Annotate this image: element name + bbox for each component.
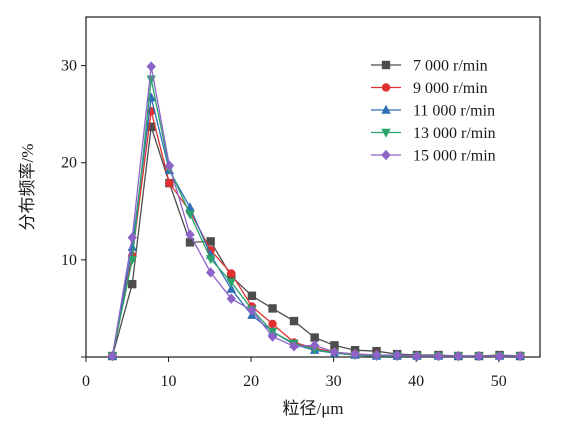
legend-marker	[381, 60, 391, 70]
data-point	[127, 256, 137, 266]
legend-item: 15 000 r/min	[371, 148, 496, 165]
data-point	[267, 331, 278, 342]
legend-label: 13 000 r/min	[413, 125, 496, 142]
data-point	[107, 350, 118, 362]
legend-label: 11 000 r/min	[413, 103, 495, 120]
axes: 0 10 20 30 40 50 10 20 30	[61, 16, 541, 390]
data-point	[392, 349, 402, 361]
y-axis-title: 分布频率/%	[18, 144, 37, 231]
data-point	[128, 279, 137, 289]
data-point	[433, 350, 444, 362]
data-point	[515, 350, 525, 362]
data-point	[371, 349, 382, 361]
data-point	[146, 61, 156, 72]
data-point	[309, 340, 320, 351]
data-point	[268, 304, 277, 313]
series-line	[111, 79, 521, 357]
data-point	[474, 350, 484, 362]
data-point	[227, 269, 236, 278]
x-tick-label: 30	[326, 373, 342, 390]
x-tick-label: 50	[491, 373, 507, 390]
legend-marker	[381, 83, 391, 92]
data-point	[226, 283, 236, 293]
data-point	[289, 341, 299, 352]
legend-marker	[381, 128, 391, 138]
data-point	[205, 255, 216, 265]
data-point	[247, 291, 257, 300]
legend-item: 7 000 r/min	[371, 58, 488, 75]
data-point	[164, 160, 175, 171]
data-point	[453, 350, 463, 362]
data-point	[185, 210, 195, 220]
data-point	[247, 305, 257, 316]
y-tick-label: 20	[61, 155, 77, 172]
data-point	[165, 178, 174, 188]
data-point	[289, 316, 299, 326]
data-point	[330, 341, 339, 350]
data-point	[206, 237, 215, 246]
data-point	[185, 229, 195, 240]
data-point	[147, 122, 156, 131]
data-point	[226, 278, 236, 288]
legend-label: 15 000 r/min	[413, 148, 496, 165]
data-point	[329, 346, 340, 358]
y-tick-label: 30	[61, 58, 77, 75]
legend-item: 13 000 r/min	[371, 125, 496, 142]
data-point	[350, 348, 360, 360]
data-point	[310, 333, 319, 342]
legend: 7 000 r/min 9 000 r/min 11 000 r/min 13 000…	[371, 58, 496, 165]
data-point	[412, 350, 422, 362]
data-point	[226, 293, 236, 304]
data-point	[494, 350, 505, 362]
data-point	[127, 242, 137, 251]
data-point	[127, 232, 137, 243]
plot-frame	[85, 16, 541, 358]
series-group	[107, 61, 525, 362]
x-tick-label: 10	[161, 373, 177, 390]
legend-marker	[381, 104, 391, 114]
x-axis-title: 粒径/μm	[282, 399, 343, 418]
x-tick-label: 20	[243, 373, 259, 390]
legend-item: 9 000 r/min	[371, 80, 488, 97]
legend-item: 11 000 r/min	[371, 103, 495, 120]
data-point	[268, 319, 277, 329]
x-tick-label: 0	[82, 373, 90, 390]
series-1	[108, 107, 525, 361]
legend-marker	[381, 149, 391, 161]
legend-label: 9 000 r/min	[413, 80, 488, 97]
series-4	[107, 61, 525, 362]
data-point	[185, 238, 195, 247]
y-tick-label: 10	[61, 252, 77, 269]
data-point	[205, 267, 216, 278]
x-tick-label: 40	[408, 373, 424, 390]
legend-label: 7 000 r/min	[413, 58, 488, 75]
